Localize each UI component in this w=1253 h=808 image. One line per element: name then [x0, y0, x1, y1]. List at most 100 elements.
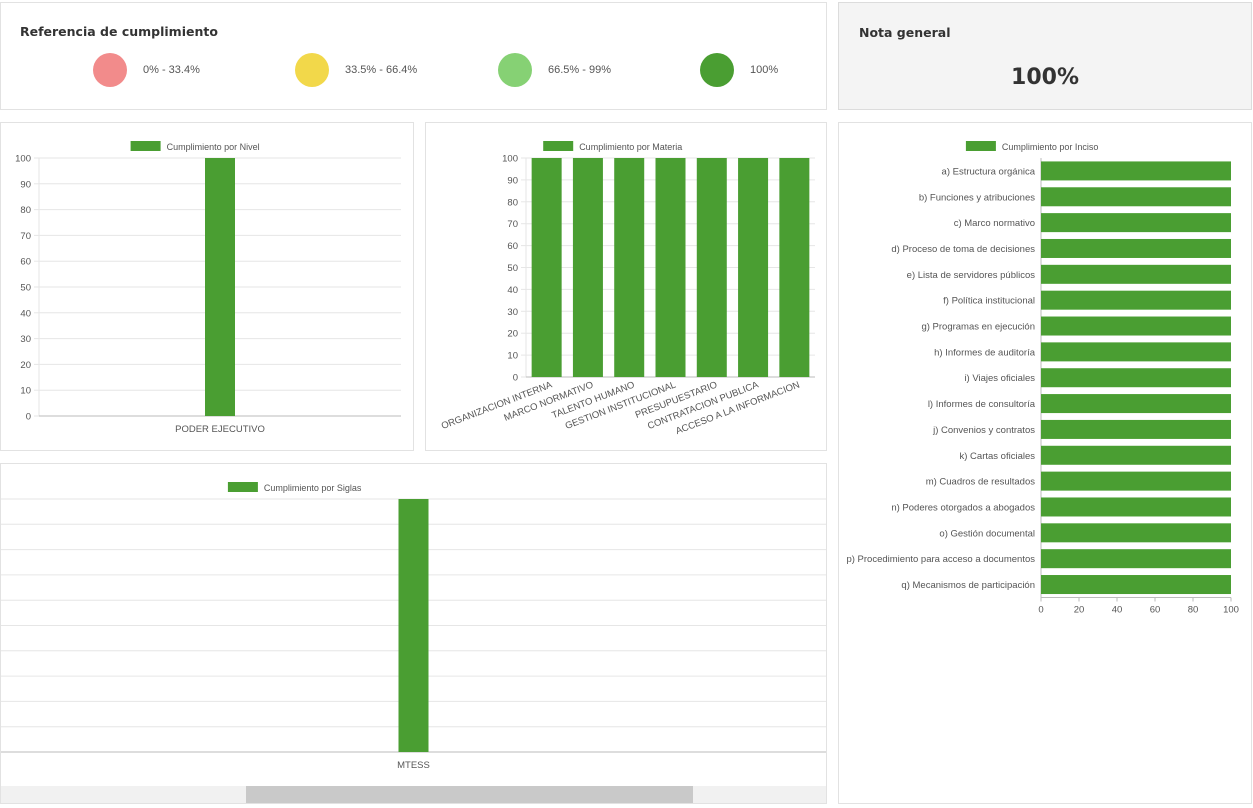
- nivel-y-tick-label: 90: [20, 179, 31, 190]
- horizontal-scrollbar[interactable]: [1, 786, 826, 803]
- referencia-title: Referencia de cumplimiento: [20, 24, 218, 39]
- inciso-x-tick-label: 80: [1188, 604, 1199, 615]
- legend-label-full: 100%: [750, 64, 779, 76]
- nota-title: Nota general: [859, 25, 951, 40]
- inciso-y-tick-label: m) Cuadros de resultados: [926, 477, 1036, 488]
- inciso-y-tick-label: n) Poderes otorgados a abogados: [891, 502, 1035, 513]
- inciso-bar: [1041, 471, 1231, 491]
- nivel-x-tick-label: PODER EJECUTIVO: [175, 424, 265, 435]
- nivel-bar: [205, 158, 235, 416]
- materia-bar: [779, 158, 810, 377]
- inciso-bar: [1041, 575, 1231, 595]
- materia-chart: Cumplimiento por Materia 0 10 20 30 40 50 60 70 8…: [440, 141, 815, 437]
- nivel-legend-swatch: [130, 141, 161, 151]
- inciso-legend-label: Cumplimiento por Inciso: [1002, 142, 1099, 152]
- inciso-bar: [1041, 549, 1231, 569]
- inciso-y-tick-label: l) Informes de consultoría: [928, 399, 1036, 410]
- materia-bar: [655, 158, 686, 377]
- inciso-bar: [1041, 368, 1231, 388]
- legend-item-high: 66.5% - 99%: [498, 53, 611, 87]
- inciso-bar: [1041, 497, 1231, 517]
- inciso-bar: [1041, 523, 1231, 543]
- inciso-x-tick-label: 20: [1074, 604, 1085, 615]
- inciso-y-tick-label: p) Procedimiento para acceso a documento…: [846, 554, 1035, 565]
- materia-chart-panel: Cumplimiento por Materia 0 10 20 30 40 50 60 70 8…: [425, 122, 827, 451]
- inciso-bar: [1041, 213, 1231, 233]
- materia-bar: [696, 158, 727, 377]
- materia-y-tick-label: 60: [507, 241, 518, 252]
- inciso-y-tick-label: g) Programas en ejecución: [921, 322, 1035, 333]
- scrollbar-thumb[interactable]: [246, 786, 693, 803]
- inciso-bar: [1041, 161, 1231, 181]
- siglas-legend-label: Cumplimiento por Siglas: [264, 483, 362, 493]
- nivel-y-tick-label: 100: [15, 154, 31, 165]
- inciso-bar: [1041, 445, 1231, 465]
- inciso-y-tick-label: e) Lista de servidores públicos: [907, 270, 1036, 281]
- siglas-chart: Cumplimiento por Siglas MTESS: [1, 482, 826, 771]
- inciso-bar: [1041, 264, 1231, 284]
- nivel-y-tick-label: 20: [20, 360, 31, 371]
- light-green-circle-icon: [498, 53, 532, 87]
- materia-y-tick-label: 10: [507, 351, 518, 362]
- inciso-bar: [1041, 342, 1231, 362]
- nivel-y-tick-label: 10: [20, 386, 31, 397]
- legend-item-mid: 33.5% - 66.4%: [295, 53, 417, 87]
- materia-y-tick-label: 90: [507, 175, 518, 186]
- nivel-chart-panel: Cumplimiento por Nivel 0 10 20 30 40 50 60 70 80 9…: [0, 122, 414, 451]
- inciso-y-tick-label: j) Convenios y contratos: [932, 425, 1035, 436]
- nota-value: 100%: [1011, 65, 1079, 90]
- nivel-legend-label: Cumplimiento por Nivel: [167, 142, 260, 152]
- nivel-chart: Cumplimiento por Nivel 0 10 20 30 40 50 60 70 80 9…: [15, 141, 401, 435]
- legend-item-full: 100%: [700, 53, 778, 87]
- nivel-y-tick-label: 50: [20, 283, 31, 294]
- inciso-y-tick-label: k) Cartas oficiales: [960, 451, 1036, 462]
- legend-item-low: 0% - 33.4%: [93, 53, 200, 87]
- materia-y-tick-label: 70: [507, 219, 518, 230]
- materia-y-tick-label: 80: [507, 197, 518, 208]
- inciso-bar: [1041, 394, 1231, 414]
- materia-y-tick-label: 40: [507, 285, 518, 296]
- inciso-bar: [1041, 238, 1231, 258]
- nivel-y-tick-label: 0: [26, 412, 31, 423]
- nivel-y-tick-label: 60: [20, 257, 31, 268]
- nota-panel: Nota general 100%: [838, 2, 1252, 110]
- inciso-x-tick-label: 60: [1150, 604, 1161, 615]
- green-circle-icon: [700, 53, 734, 87]
- siglas-legend-swatch: [227, 482, 258, 492]
- inciso-x-tick-label: 40: [1112, 604, 1123, 615]
- siglas-x-tick-label: MTESS: [397, 760, 430, 771]
- materia-bar: [531, 158, 562, 377]
- yellow-circle-icon: [295, 53, 329, 87]
- nivel-y-tick-label: 40: [20, 308, 31, 319]
- inciso-y-tick-label: h) Informes de auditoría: [934, 347, 1036, 358]
- inciso-chart: Cumplimiento por Inciso 0 20 40 60 80 100 a) Es…: [846, 141, 1239, 615]
- materia-legend-swatch: [543, 141, 574, 151]
- inciso-y-tick-label: a) Estructura orgánica: [942, 166, 1036, 177]
- legend-label-high: 66.5% - 99%: [548, 64, 611, 76]
- materia-y-tick-label: 50: [507, 263, 518, 274]
- legend-label-low: 0% - 33.4%: [143, 64, 200, 76]
- inciso-y-tick-label: f) Política institucional: [943, 296, 1035, 307]
- inciso-y-tick-label: o) Gestión documental: [939, 528, 1035, 539]
- materia-bar: [738, 158, 769, 377]
- nivel-y-tick-label: 30: [20, 334, 31, 345]
- materia-y-tick-label: 30: [507, 307, 518, 318]
- inciso-x-tick-label: 0: [1038, 604, 1043, 615]
- inciso-bar: [1041, 187, 1231, 207]
- siglas-bar: [398, 499, 429, 752]
- siglas-chart-panel: Cumplimiento por Siglas MTESS: [0, 463, 827, 804]
- inciso-y-tick-label: q) Mecanismos de participación: [901, 580, 1035, 591]
- inciso-y-tick-label: i) Viajes oficiales: [964, 373, 1035, 384]
- materia-bar: [614, 158, 645, 377]
- nivel-y-tick-label: 70: [20, 231, 31, 242]
- inciso-y-tick-label: d) Proceso de toma de decisiones: [891, 244, 1035, 255]
- red-circle-icon: [93, 53, 127, 87]
- materia-y-tick-label: 20: [507, 329, 518, 340]
- inciso-bar: [1041, 316, 1231, 336]
- materia-y-tick-label: 100: [502, 154, 518, 165]
- inciso-legend-swatch: [965, 141, 996, 151]
- inciso-chart-panel: Cumplimiento por Inciso 0 20 40 60 80 100 a) Es…: [838, 122, 1252, 804]
- inciso-x-tick-label: 100: [1223, 604, 1239, 615]
- referencia-panel: Referencia de cumplimiento 0% - 33.4% 33…: [0, 2, 827, 110]
- inciso-y-tick-label: c) Marco normativo: [954, 218, 1035, 229]
